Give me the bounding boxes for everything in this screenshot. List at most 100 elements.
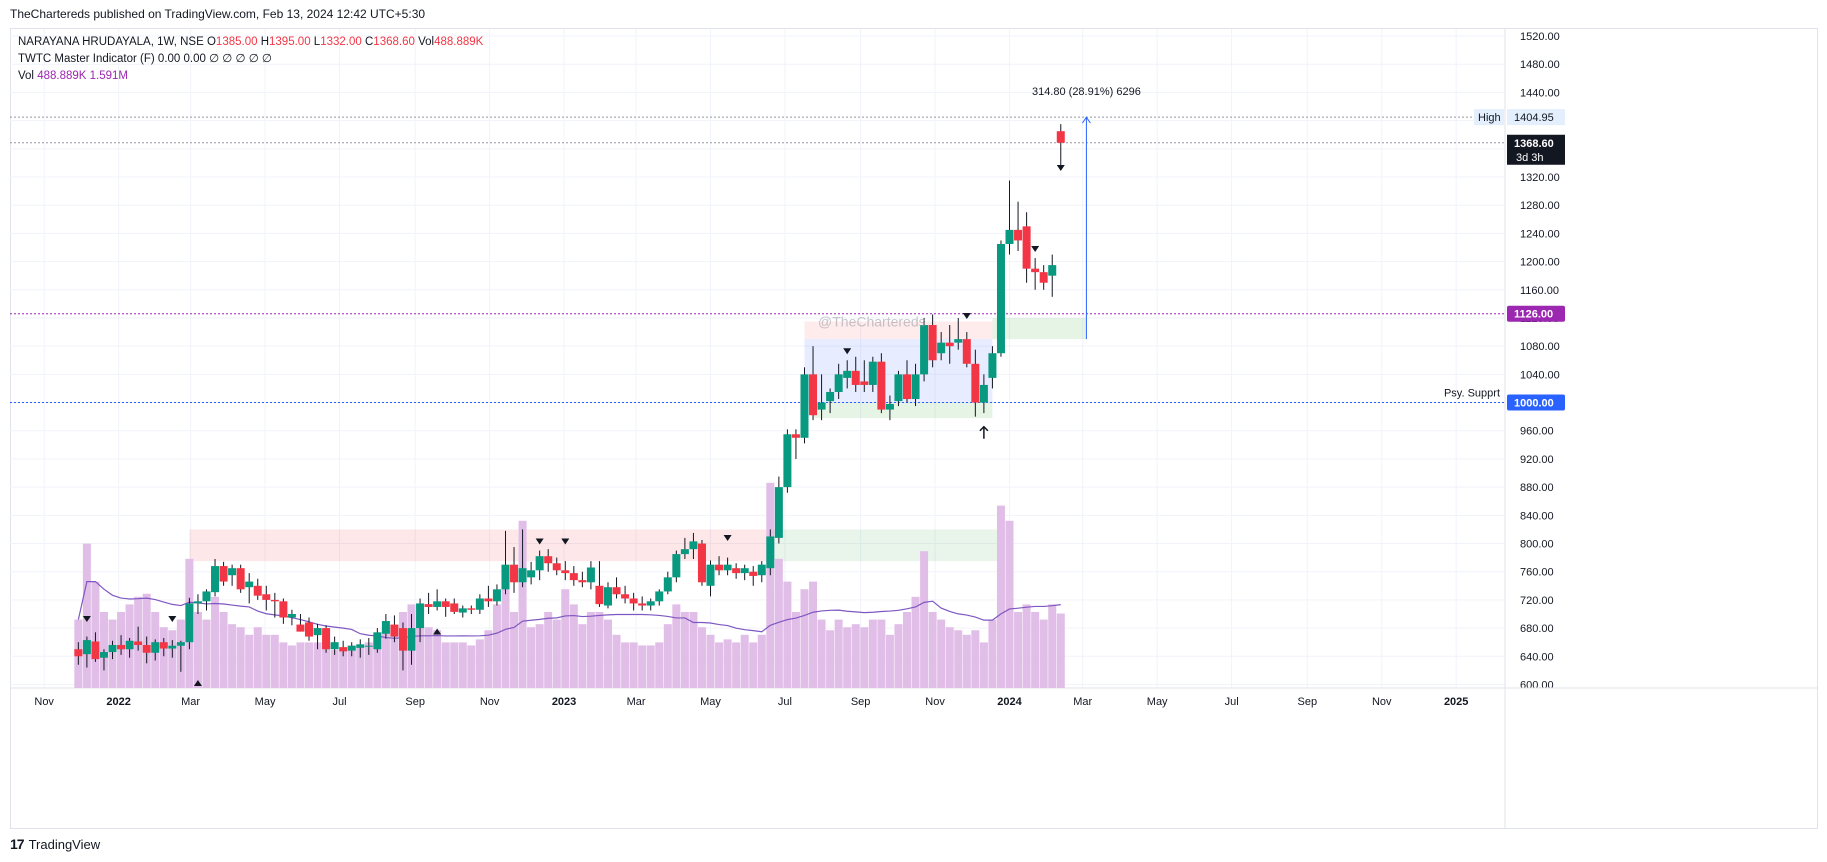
candle-body (894, 374, 903, 402)
x-tick-label: Mar (1073, 696, 1092, 708)
x-tick-label: Sep (1298, 696, 1318, 708)
level-1126-price-bg (1507, 305, 1565, 322)
volume-bar (996, 505, 1005, 688)
supply-zone-1 (189, 529, 771, 562)
volume-bar (552, 619, 561, 688)
legend-indicator[interactable]: TWTC Master Indicator (F) 0.00 0.00 ∅ ∅ … (18, 53, 272, 65)
candle-body (791, 434, 800, 438)
volume-bar (492, 604, 501, 688)
candle-body (74, 649, 83, 657)
y-tick-label: 1080.00 (1520, 341, 1560, 353)
legend-high-label: H (260, 36, 270, 48)
chart-frame (10, 28, 1818, 829)
candle-body (82, 640, 91, 655)
candle-body (715, 564, 724, 571)
volume-bar (296, 642, 305, 688)
candle-body (527, 570, 536, 578)
x-tick-label: Nov (925, 696, 945, 708)
volume-bar (518, 520, 527, 688)
measure-arrowhead-icon (1081, 116, 1091, 124)
candle-body (1005, 229, 1014, 244)
volume-bar (168, 630, 177, 688)
candle-body (270, 599, 279, 602)
volume-bar (1031, 612, 1040, 688)
candle-body (774, 487, 783, 538)
volume-bar (347, 645, 356, 688)
high-price: 1404.95 (1514, 112, 1554, 124)
volume-bar (390, 627, 399, 688)
legend-volume-label[interactable]: Vol (18, 70, 34, 82)
x-tick-label: 2024 (997, 696, 1022, 708)
candle-body (689, 541, 698, 550)
volume-bar (629, 642, 638, 688)
volume-bar (527, 627, 536, 688)
volume-bar (749, 642, 758, 688)
volume-bar (732, 642, 741, 688)
volume-bar (279, 642, 288, 688)
x-tick-label: Sep (405, 696, 425, 708)
supply-zone-2 (804, 321, 993, 340)
volume-bar (809, 581, 818, 688)
candle-body (629, 598, 638, 604)
volume-bar (954, 630, 963, 688)
volume-bar (783, 581, 792, 688)
y-tick-label: 1200.00 (1520, 257, 1560, 269)
volume-bar (868, 619, 877, 688)
candle-body (407, 628, 416, 651)
volume-bar (193, 612, 202, 688)
volume-bar (305, 642, 313, 688)
candle-body (228, 568, 237, 576)
footer: 17 TradingView (10, 836, 100, 852)
candle-body (330, 642, 339, 650)
y-tick-label: 960.00 (1520, 426, 1554, 438)
candle-body (125, 640, 134, 650)
candle-body (1048, 265, 1057, 276)
volume-bar (441, 642, 450, 688)
legend-close-label: C (364, 36, 374, 48)
x-tick-label: Mar (627, 696, 646, 708)
candle-body (441, 601, 450, 607)
candle-body (475, 598, 484, 610)
volume-bar (800, 589, 809, 688)
candle-body (364, 645, 373, 647)
volume-bar (510, 612, 519, 688)
volume-bar (424, 627, 433, 688)
y-tick-label: 1240.00 (1520, 228, 1560, 240)
candle-body (663, 577, 672, 592)
candle-body (680, 549, 689, 555)
volume-bar (834, 619, 843, 688)
candle-body (390, 624, 399, 637)
y-tick-label: 880.00 (1520, 482, 1554, 494)
candle-body (578, 580, 587, 583)
x-tick-label: Jul (332, 696, 346, 708)
volume-bar (723, 639, 732, 688)
y-tick-label: 1520.00 (1520, 31, 1560, 43)
sell-signal-icon (82, 616, 91, 623)
candle-body (484, 598, 493, 602)
footer-brand[interactable]: TradingView (28, 836, 101, 852)
candle-body (552, 563, 561, 571)
candle-body (979, 384, 988, 403)
volume-bar (501, 574, 510, 688)
candle-body (826, 391, 835, 402)
candle-body (424, 604, 433, 607)
candle-body (646, 601, 655, 606)
candle-body (868, 361, 877, 385)
candle-body (185, 603, 194, 643)
volume-bar (535, 624, 544, 688)
y-tick-label: 1320.00 (1520, 172, 1560, 184)
y-tick-label: 600.00 (1520, 679, 1554, 691)
watermark: @TheChartereds (818, 313, 926, 329)
candle-body (586, 567, 595, 583)
sell-signal-icon (168, 616, 177, 623)
legend-indicator-row[interactable]: TWTC Master Indicator (F) 0.00 0.00 ∅ ∅ … (18, 51, 483, 68)
volume-bar (860, 627, 869, 688)
candle-body (108, 645, 117, 653)
legend-volume-row[interactable]: Vol 488.889K 1.591M (18, 68, 483, 85)
volume-bar (851, 624, 860, 688)
candle-body (757, 564, 766, 576)
volume-bar (228, 624, 237, 688)
tradingview-logo-icon[interactable]: 17 (10, 836, 25, 852)
legend-symbol[interactable]: NARAYANA HRUDAYALA, 1W, NSE (18, 36, 204, 48)
